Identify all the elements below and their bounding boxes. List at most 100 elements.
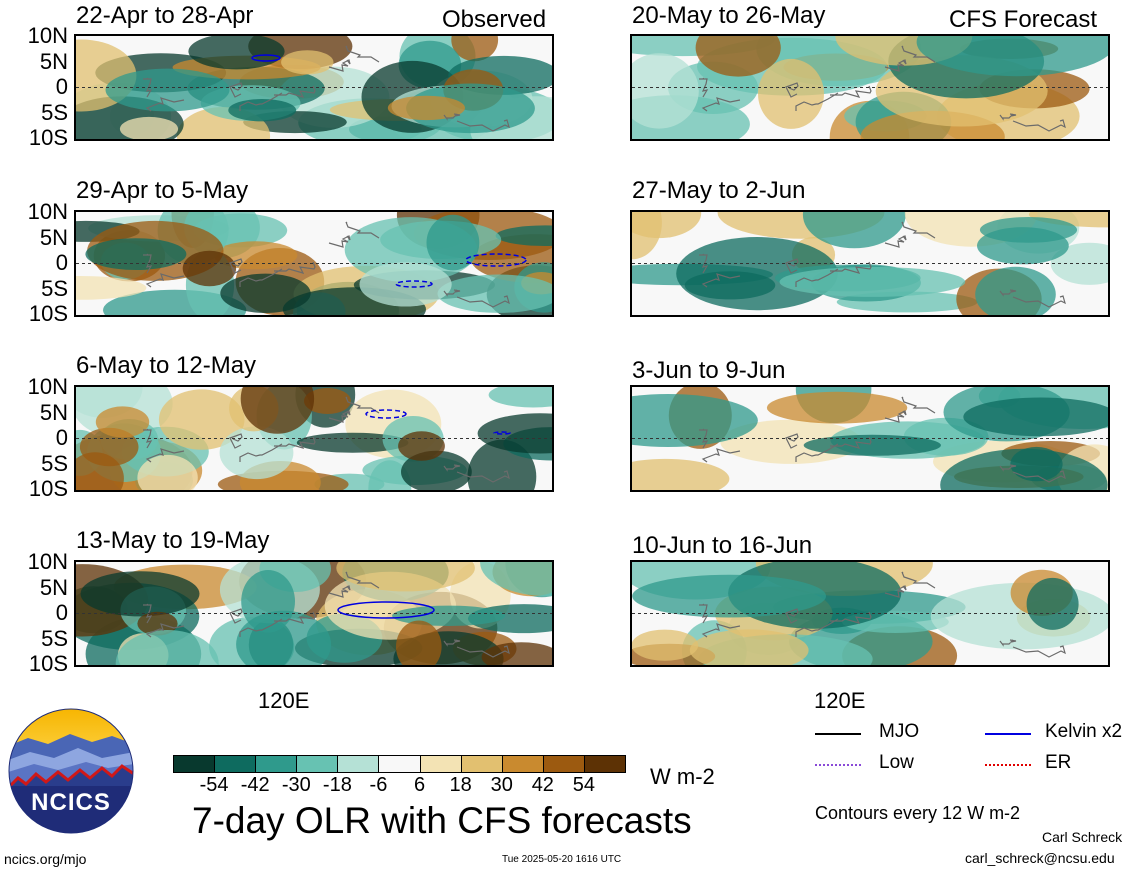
colorbar-swatch: [337, 755, 380, 773]
colorbar-tick-label: -6: [369, 774, 388, 796]
y-tick-label: 0: [55, 600, 68, 625]
olr-field: [76, 387, 552, 490]
olr-field: [76, 36, 552, 139]
olr-field: [632, 36, 1108, 139]
y-tick-label: 5S: [41, 99, 68, 125]
colorbar-tick-label: -54: [199, 774, 229, 796]
coastline: [699, 396, 1066, 483]
logo-text: NCICS: [31, 789, 111, 816]
olr-anomaly-region: [119, 116, 179, 139]
y-tick-label: 10N: [27, 374, 68, 399]
coastline: [699, 221, 1066, 308]
olr-anomaly-region: [281, 50, 334, 75]
colorbar-swatch: [255, 755, 298, 773]
olr-anomaly-region: [632, 574, 826, 618]
colorbar: [173, 755, 626, 773]
olr-anomaly-region: [1026, 577, 1079, 630]
y-tick-label: 10S: [28, 125, 68, 150]
map-panel-obs-1: [74, 34, 554, 141]
olr-anomaly-region: [963, 397, 1108, 437]
olr-field: [76, 212, 552, 315]
olr-anomaly-region: [296, 432, 409, 453]
olr-anomaly-region: [632, 629, 699, 661]
olr-anomaly-region: [240, 387, 315, 434]
olr-anomaly-region: [115, 630, 219, 665]
olr-anomaly-region: [396, 620, 442, 665]
kelvin-contour: [337, 601, 435, 619]
olr-anomaly-region: [359, 262, 452, 307]
legend-label-low: Low: [879, 752, 914, 773]
olr-anomaly-region: [689, 629, 809, 665]
map-panel-fc-3: [630, 385, 1110, 492]
panel-title-fc-3: 3-Jun to 9-Jun: [632, 357, 786, 384]
y-tick-label: 10S: [28, 301, 68, 326]
colorbar-swatch: [214, 755, 257, 773]
olr-anomaly-region: [241, 570, 295, 633]
map-panel-obs-4: [74, 560, 554, 667]
y-tick-label: 10N: [27, 23, 68, 48]
y-tick-label: 5N: [39, 48, 68, 74]
panel-title-obs-2: 29-Apr to 5-May: [76, 177, 249, 204]
coastline: [699, 571, 1066, 658]
author-name: Carl Schreck: [1042, 829, 1123, 845]
timestamp: Tue 2025-05-20 1616 UTC: [502, 854, 622, 865]
olr-anomaly-region: [495, 225, 552, 246]
colorbar-tick-label: -42: [240, 774, 270, 796]
coastline: [143, 221, 510, 308]
olr-anomaly-region: [758, 58, 824, 129]
map-panel-fc-4: [630, 560, 1110, 667]
colorbar-swatch: [296, 755, 339, 773]
colorbar-tick-label: 42: [531, 774, 554, 796]
y-tick-label: 10S: [28, 476, 68, 501]
colorbar-swatch: [542, 755, 585, 773]
y-tick-label: 10S: [28, 651, 68, 676]
olr-anomaly-region: [676, 237, 838, 311]
cfs-forecast-label: CFS Forecast: [949, 6, 1098, 33]
y-tick-label: 5S: [41, 450, 68, 476]
olr-anomaly-region: [779, 266, 966, 297]
kelvin-contour: [251, 54, 281, 62]
map-panel-obs-3: [74, 385, 554, 492]
olr-anomaly-region: [480, 562, 552, 597]
y-tick-label: 5S: [41, 625, 68, 651]
olr-anomaly-region: [1028, 212, 1108, 228]
olr-anomaly-region: [632, 212, 662, 260]
olr-anomaly-region: [437, 274, 552, 313]
legend-label-kelvin: Kelvin x2: [1045, 721, 1123, 742]
colorbar-swatch: [501, 755, 544, 773]
y-tick-label: 10N: [27, 199, 68, 224]
colorbar-units: W m-2: [650, 764, 715, 789]
legend-label-mjo: MJO: [879, 721, 920, 742]
olr-anomaly-region: [85, 238, 187, 270]
y-tick-label: 5S: [41, 275, 68, 301]
kelvin-contour: [365, 409, 407, 419]
olr-anomaly-region: [632, 394, 758, 447]
olr-anomaly-region: [137, 611, 178, 636]
olr-anomaly-region: [695, 36, 781, 77]
colorbar-tick-label: -18: [322, 774, 352, 796]
olr-anomaly-region: [105, 68, 230, 112]
legend-label-er: ER: [1045, 752, 1072, 773]
olr-anomaly-region: [406, 83, 535, 134]
legend-line-low: [815, 764, 861, 766]
map-panel-fc-1: [630, 34, 1110, 141]
colorbar-tick-label: 6: [413, 774, 426, 796]
olr-anomaly-region: [76, 276, 147, 300]
coastline: [143, 45, 510, 132]
olr-anomaly-region: [158, 389, 245, 450]
panel-title-fc-2: 27-May to 2-Jun: [632, 177, 806, 204]
colorbar-swatch: [460, 755, 503, 773]
olr-anomaly-region: [766, 391, 908, 424]
colorbar-tick-label: 54: [572, 774, 596, 796]
colorbar-swatch: [378, 755, 421, 773]
olr-anomaly-region: [387, 95, 465, 121]
map-panel-obs-2: [74, 210, 554, 317]
olr-anomaly-region: [451, 36, 499, 62]
olr-anomaly-region: [137, 454, 198, 490]
olr-field: [632, 562, 1108, 665]
panel-title-obs-1: 22-Apr to 28-Apr: [76, 2, 254, 29]
olr-anomaly-region: [426, 214, 480, 271]
main-title: 7-day OLR with CFS forecasts: [192, 800, 692, 841]
olr-field: [632, 387, 1108, 490]
olr-anomaly-region: [219, 426, 294, 480]
